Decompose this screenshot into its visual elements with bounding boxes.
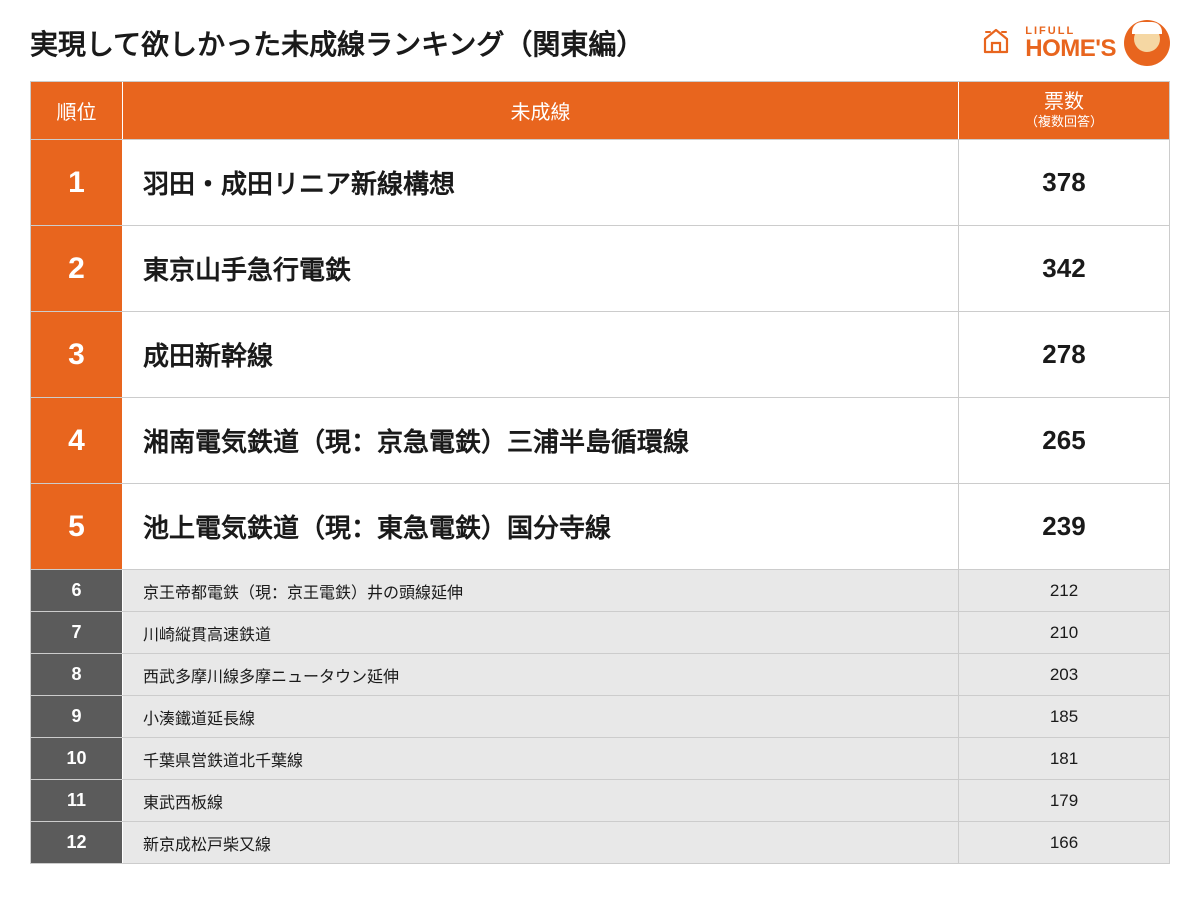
- cell-name: 川崎縦貫高速鉄道: [123, 612, 959, 653]
- cell-name: 羽田・成田リニア新線構想: [123, 140, 959, 225]
- cell-name: 小湊鐵道延長線: [123, 696, 959, 737]
- header-votes-label: 票数: [1044, 91, 1084, 113]
- cell-name: 東武西板線: [123, 780, 959, 821]
- cell-rank: 4: [31, 398, 123, 483]
- cell-votes: 239: [959, 484, 1169, 569]
- cell-votes: 378: [959, 140, 1169, 225]
- cell-rank: 8: [31, 654, 123, 695]
- table-row: 7 川崎縦貫高速鉄道 210: [31, 611, 1169, 653]
- table-row: 12 新京成松戸柴又線 166: [31, 821, 1169, 863]
- logo-area: LIFULL HOME'S: [981, 20, 1170, 66]
- cell-rank: 3: [31, 312, 123, 397]
- table-row: 3 成田新幹線 278: [31, 311, 1169, 397]
- table-row: 6 京王帝都電鉄（現：京王電鉄）井の頭線延伸 212: [31, 569, 1169, 611]
- cell-votes: 179: [959, 780, 1169, 821]
- table-row: 9 小湊鐵道延長線 185: [31, 695, 1169, 737]
- cell-rank: 9: [31, 696, 123, 737]
- table-row: 5 池上電気鉄道（現：東急電鉄）国分寺線 239: [31, 483, 1169, 569]
- cell-name: 湘南電気鉄道（現：京急電鉄）三浦半島循環線: [123, 398, 959, 483]
- cell-rank: 5: [31, 484, 123, 569]
- house-icon: [981, 26, 1011, 61]
- header-rank: 順位: [31, 82, 123, 139]
- cell-name: 東京山手急行電鉄: [123, 226, 959, 311]
- cell-rank: 12: [31, 822, 123, 863]
- cell-votes: 278: [959, 312, 1169, 397]
- table-header-row: 順位 未成線 票数 （複数回答）: [31, 82, 1169, 139]
- table-row: 4 湘南電気鉄道（現：京急電鉄）三浦半島循環線 265: [31, 397, 1169, 483]
- cell-votes: 181: [959, 738, 1169, 779]
- cell-votes: 212: [959, 570, 1169, 611]
- mascot-icon: [1124, 20, 1170, 66]
- cell-votes: 210: [959, 612, 1169, 653]
- header-votes: 票数 （複数回答）: [959, 82, 1169, 139]
- header-votes-sub: （複数回答）: [959, 114, 1169, 130]
- cell-name: 新京成松戸柴又線: [123, 822, 959, 863]
- cell-votes: 265: [959, 398, 1169, 483]
- cell-votes: 185: [959, 696, 1169, 737]
- cell-name: 京王帝都電鉄（現：京王電鉄）井の頭線延伸: [123, 570, 959, 611]
- cell-name: 成田新幹線: [123, 312, 959, 397]
- cell-rank: 1: [31, 140, 123, 225]
- table-row: 1 羽田・成田リニア新線構想 378: [31, 139, 1169, 225]
- cell-rank: 10: [31, 738, 123, 779]
- cell-rank: 11: [31, 780, 123, 821]
- table-row: 2 東京山手急行電鉄 342: [31, 225, 1169, 311]
- header-name: 未成線: [123, 82, 959, 139]
- table-row: 10 千葉県営鉄道北千葉線 181: [31, 737, 1169, 779]
- logo-text: LIFULL HOME'S: [1025, 25, 1116, 61]
- cell-rank: 2: [31, 226, 123, 311]
- cell-rank: 6: [31, 570, 123, 611]
- cell-name: 千葉県営鉄道北千葉線: [123, 738, 959, 779]
- logo-homes: HOME'S: [1025, 37, 1116, 61]
- ranking-table: 順位 未成線 票数 （複数回答） 1 羽田・成田リニア新線構想 378 2 東京…: [30, 81, 1170, 864]
- cell-name: 西武多摩川線多摩ニュータウン延伸: [123, 654, 959, 695]
- cell-votes: 166: [959, 822, 1169, 863]
- page-header: 実現して欲しかった未成線ランキング（関東編） LIFULL HOME'S: [30, 20, 1170, 66]
- table-row: 11 東武西板線 179: [31, 779, 1169, 821]
- cell-votes: 342: [959, 226, 1169, 311]
- cell-votes: 203: [959, 654, 1169, 695]
- cell-name: 池上電気鉄道（現：東急電鉄）国分寺線: [123, 484, 959, 569]
- page-title: 実現して欲しかった未成線ランキング（関東編）: [30, 23, 644, 63]
- cell-rank: 7: [31, 612, 123, 653]
- table-row: 8 西武多摩川線多摩ニュータウン延伸 203: [31, 653, 1169, 695]
